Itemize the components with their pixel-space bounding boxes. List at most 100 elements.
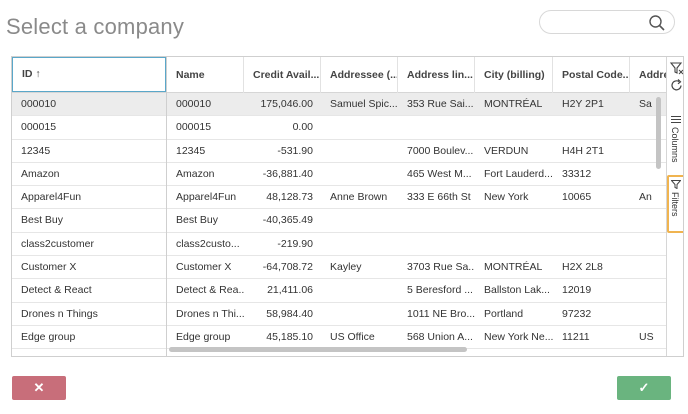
city-cell	[475, 233, 553, 256]
addressee-cell	[321, 116, 398, 139]
table-row[interactable]: 000010	[12, 93, 166, 117]
table-row[interactable]: 000015 0.00	[167, 116, 666, 140]
table-row[interactable]: Edge group 45,185.10 US Office 568 Union A.…	[167, 326, 666, 350]
horizontal-scrollbar[interactable]	[169, 347, 467, 352]
city-cell: Ballston Lak...	[484, 284, 550, 297]
postal-cell	[553, 209, 630, 232]
addr2-cell	[630, 209, 666, 232]
column-header[interactable]: Addressee (...	[321, 57, 398, 93]
name-cell: Best Buy	[176, 214, 219, 227]
name-cell: Drones n Thi...	[176, 307, 244, 320]
grid-body: Name Credit Avail... Addressee (... Address…	[167, 57, 666, 356]
table-row[interactable]: Edge group	[12, 326, 166, 350]
tool-panel-sidebar: Columns Filters	[666, 57, 684, 356]
name-cell: Customer X	[176, 261, 232, 274]
confirm-button[interactable]: ✓	[617, 376, 671, 400]
address-cell	[398, 116, 475, 139]
name-cell: Amazon	[176, 167, 215, 180]
table-row[interactable]: Amazon -36,881.40 465 West M... Fort Lauder…	[167, 163, 666, 187]
postal-cell: 33312	[562, 167, 592, 180]
table-row[interactable]: Drones n Things	[12, 303, 166, 326]
columns-tab-label: Columns	[670, 127, 680, 163]
table-row[interactable]: class2custo... -219.90	[167, 233, 666, 257]
id-cell: 000010	[21, 98, 57, 110]
id-cell: Detect & React	[21, 284, 92, 297]
table-row[interactable]: 000015	[12, 116, 166, 140]
table-row[interactable]: Detect & React	[12, 279, 166, 303]
addr2-cell: US	[639, 330, 654, 343]
credit-cell: 45,185.10	[266, 330, 313, 343]
column-header[interactable]: Addre	[630, 57, 666, 93]
city-cell: Fort Lauderd...	[484, 167, 553, 180]
postal-cell: 10065	[562, 191, 592, 204]
table-row[interactable]: Drones n Thi... 58,984.40 1011 NE Bro... Po…	[167, 303, 666, 326]
city-cell: Portland	[484, 307, 524, 320]
refresh-icon[interactable]	[669, 78, 684, 93]
address-cell: 5 Beresford ...	[407, 284, 473, 297]
check-icon: ✓	[638, 380, 650, 395]
search-input[interactable]	[539, 10, 675, 34]
postal-cell	[553, 116, 630, 139]
column-header[interactable]: Name	[167, 57, 244, 93]
search-icon[interactable]	[648, 14, 666, 32]
credit-cell: 0.00	[292, 121, 313, 134]
addressee-cell	[321, 279, 398, 302]
addressee-cell: Kayley	[330, 261, 362, 274]
name-cell: Edge group	[176, 330, 231, 343]
id-cell: Drones n Things	[21, 307, 98, 320]
address-cell: 333 E 66th St	[407, 191, 471, 204]
column-header[interactable]: City (billing)	[475, 57, 553, 93]
header-id[interactable]: ID ↑	[12, 57, 166, 92]
postal-cell: 97232	[562, 307, 592, 320]
addressee-cell: Samuel Spic...	[330, 98, 398, 110]
city-cell	[475, 209, 553, 232]
address-cell: 1011 NE Bro...	[407, 307, 475, 320]
addressee-cell	[321, 303, 398, 326]
addressee-cell	[321, 140, 398, 163]
name-cell: Detect & Rea...	[176, 284, 244, 297]
table-row[interactable]: Detect & Rea... 21,411.06 5 Beresford ... B…	[167, 279, 666, 303]
filter-icon	[671, 180, 681, 189]
addressee-cell	[321, 233, 398, 256]
id-cell: class2customer	[21, 237, 94, 250]
addr2-cell	[630, 233, 666, 256]
table-row[interactable]: Best Buy -40,365.49	[167, 209, 666, 233]
close-icon: ✕	[33, 380, 45, 395]
table-row[interactable]: Customer X -64,708.72 Kayley 3703 Rue Sa...…	[167, 256, 666, 280]
credit-cell: -219.90	[277, 237, 313, 250]
table-row[interactable]: Apparel4Fun 48,128.73 Anne Brown 333 E 66th…	[167, 186, 666, 210]
postal-cell: 11211	[562, 330, 590, 343]
city-cell: VERDUN	[484, 144, 529, 157]
address-cell: 3703 Rue Sa...	[407, 261, 475, 274]
table-row[interactable]: Amazon	[12, 163, 166, 187]
table-row[interactable]: 000010 175,046.00 Samuel Spic... 353 Rue Sa…	[167, 93, 666, 117]
credit-cell: -531.90	[277, 144, 313, 157]
addressee-cell: US Office	[330, 330, 375, 343]
table-row[interactable]: 12345	[12, 140, 166, 163]
id-cell: Apparel4Fun	[21, 191, 82, 204]
id-cell: Best Buy	[21, 214, 64, 227]
table-row[interactable]: 12345 -531.90 7000 Boulev... VERDUN H4H 2T1	[167, 140, 666, 163]
credit-cell: 21,411.06	[267, 284, 313, 297]
dialog-title: Select a company	[6, 14, 185, 39]
vertical-scrollbar[interactable]	[656, 97, 661, 169]
postal-cell: 12019	[562, 284, 592, 297]
address-cell	[398, 233, 475, 256]
column-header[interactable]: Address lin...	[398, 57, 475, 93]
columns-tab[interactable]: Columns	[667, 112, 683, 170]
column-header[interactable]: Postal Code...	[553, 57, 630, 93]
table-row[interactable]: Customer X	[12, 256, 166, 280]
city-cell: New York Ne...	[484, 330, 553, 343]
addr2-cell	[630, 279, 666, 302]
filter-clear-icon[interactable]	[669, 61, 684, 76]
addressee-cell: Anne Brown	[330, 191, 388, 204]
filters-tab[interactable]: Filters	[667, 175, 683, 233]
addr2-cell	[630, 303, 666, 326]
cancel-button[interactable]: ✕	[12, 376, 66, 400]
pinned-id-column: ID ↑ 000010 000015 12345 Amazon Apparel4Fun B…	[12, 57, 167, 356]
credit-cell: -40,365.49	[262, 214, 313, 227]
table-row[interactable]: class2customer	[12, 233, 166, 257]
table-row[interactable]: Best Buy	[12, 209, 166, 233]
table-row[interactable]: Apparel4Fun	[12, 186, 166, 210]
column-header[interactable]: Credit Avail...	[244, 57, 321, 93]
